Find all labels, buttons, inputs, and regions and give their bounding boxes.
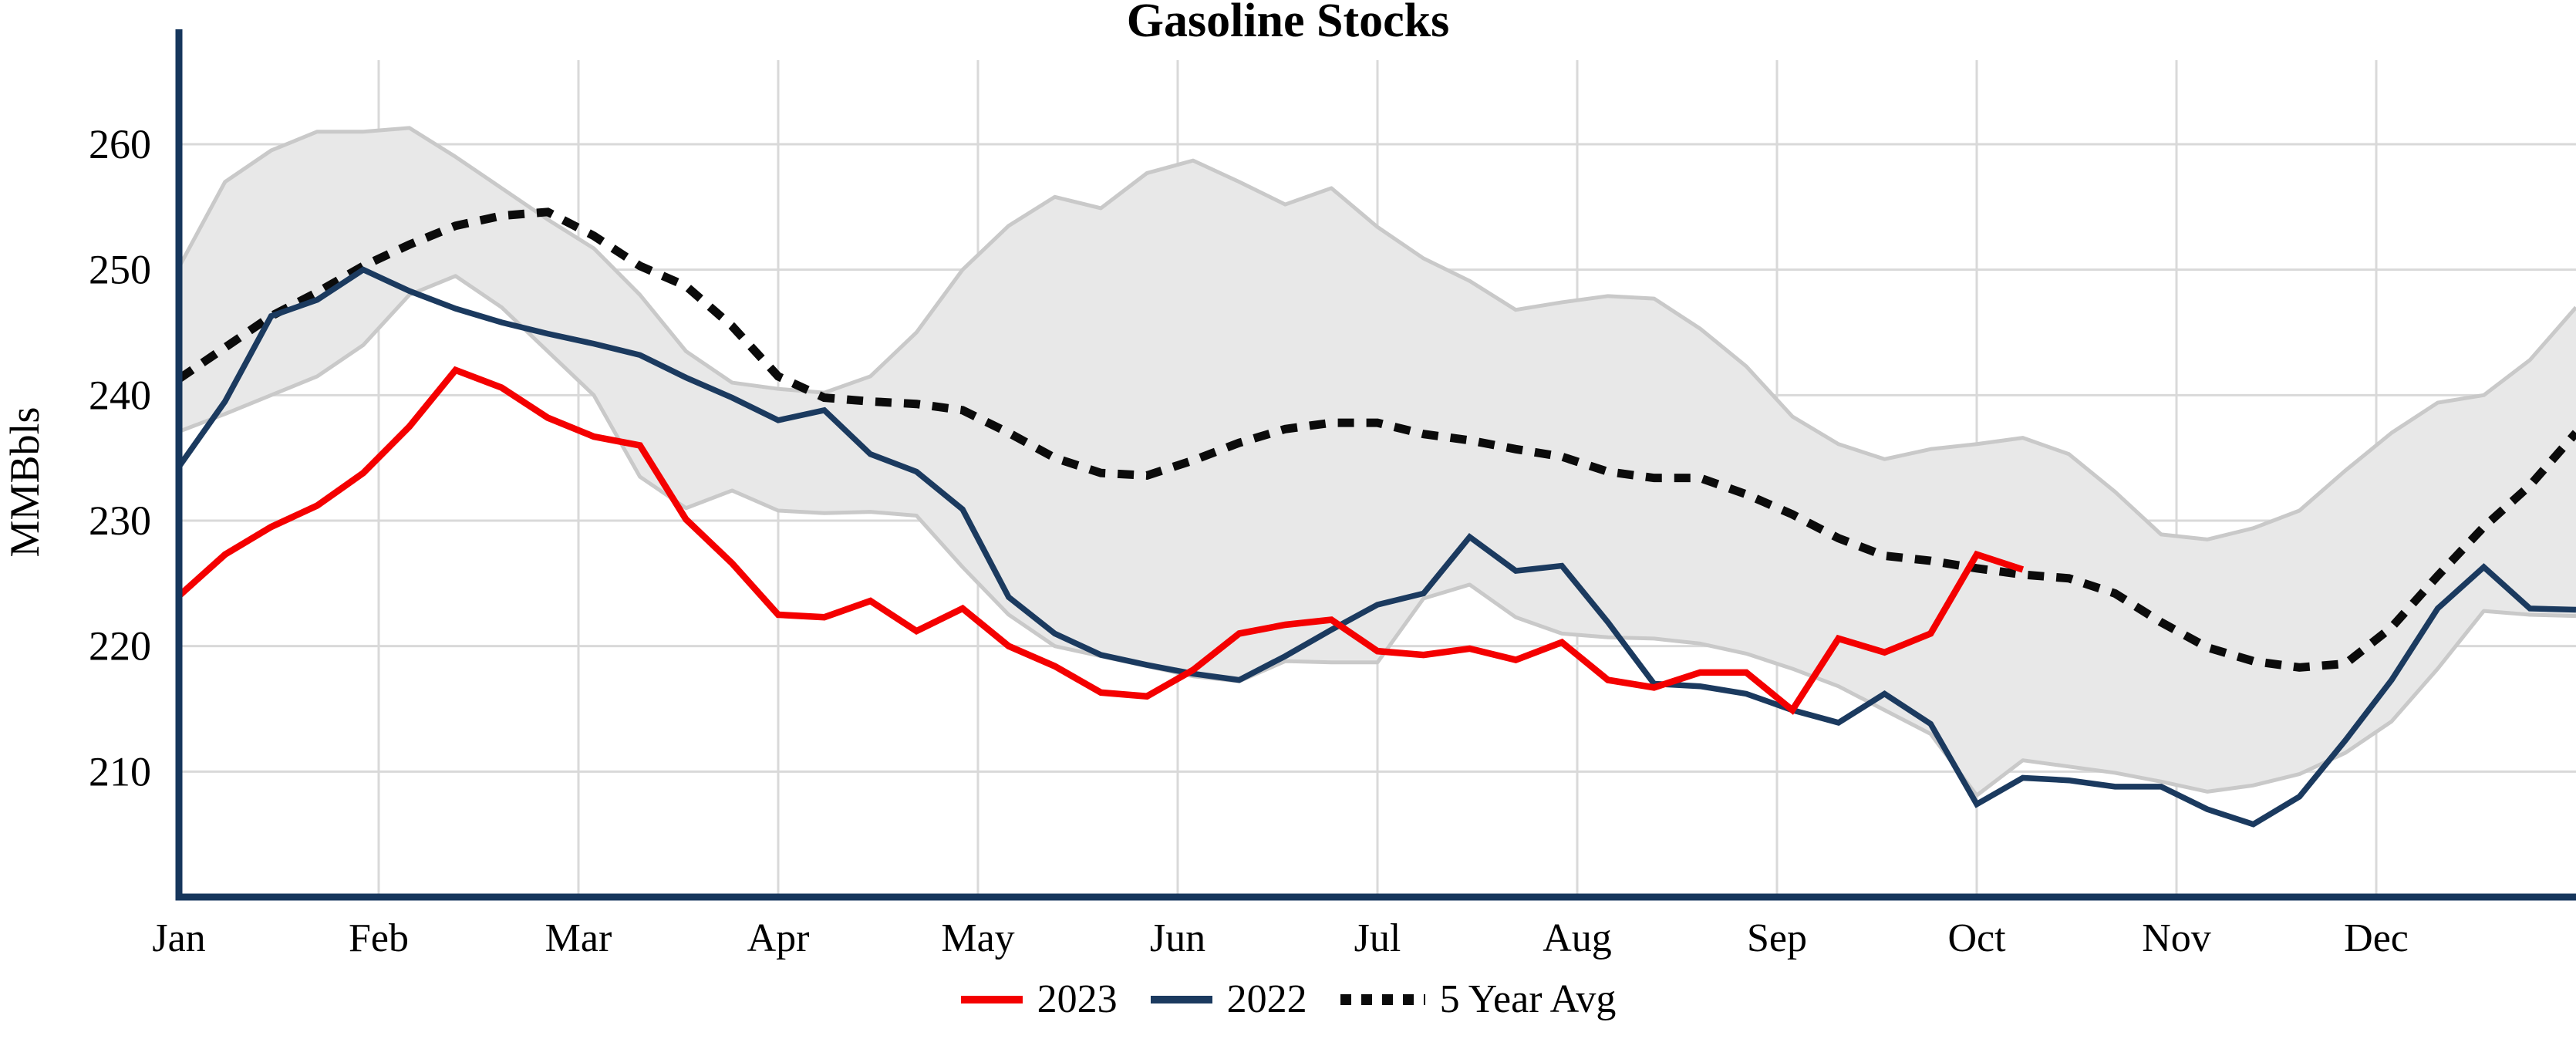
x-tick-label-jan: Jan	[152, 916, 205, 960]
series-line-5-year-avg	[176, 207, 2576, 672]
y-tick-label-230: 230	[89, 498, 151, 544]
legend-item-2023: 2023	[960, 976, 1118, 1022]
x-tick-label-may: May	[941, 916, 1014, 960]
5-year-avg-line-swatch-icon	[1340, 993, 1425, 1005]
x-tick-label-apr: Apr	[747, 916, 810, 960]
series-line-2022	[176, 266, 2576, 828]
2023-line-swatch-icon	[960, 995, 1023, 1003]
five-year-range-band	[179, 127, 2576, 796]
y-tick-label-210: 210	[89, 748, 151, 794]
legend-label: 2022	[1226, 977, 1307, 1021]
legend-label: 2023	[1037, 977, 1118, 1021]
chart-legend: 2023 2022 5 Year Avg	[0, 976, 2576, 1022]
x-tick-label-nov: Nov	[2142, 916, 2211, 960]
y-tick-label-240: 240	[89, 372, 151, 418]
x-tick-label-mar: Mar	[545, 916, 612, 960]
legend-label: 5 Year Avg	[1439, 977, 1617, 1021]
y-axis-label: MMBbls	[2, 406, 48, 558]
y-tick-label-260: 260	[89, 121, 151, 167]
five-year-range-upper-edge	[177, 126, 2576, 541]
x-tick-label-dec: Dec	[2344, 916, 2409, 960]
legend-item-5-year-avg: 5 Year Avg	[1340, 976, 1617, 1022]
x-tick-label-jun: Jun	[1150, 916, 1205, 960]
x-tick-label-sep: Sep	[1747, 916, 1807, 960]
x-tick-label-jul: Jul	[1354, 916, 1401, 960]
x-tick-label-oct: Oct	[1947, 916, 2006, 960]
x-tick-label-feb: Feb	[349, 916, 409, 960]
series-line-2023	[177, 366, 2025, 715]
five-year-range-lower-edge	[178, 274, 2576, 798]
legend-item-2022: 2022	[1150, 976, 1307, 1022]
y-tick-label-250: 250	[89, 247, 151, 293]
2022-line-swatch-icon	[1150, 995, 1212, 1003]
x-tick-label-aug: Aug	[1543, 916, 1612, 960]
chart-title: Gasoline Stocks	[1126, 0, 1450, 47]
y-tick-label-220: 220	[89, 623, 151, 670]
